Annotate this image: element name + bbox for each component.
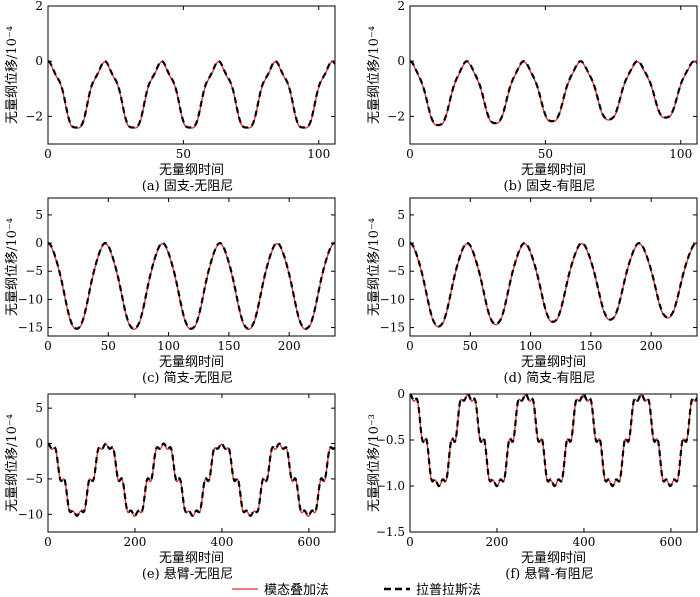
panel-caption: (b) 固支-有阻尼 <box>504 179 596 194</box>
y-tick-label: −2 <box>25 109 43 123</box>
x-tick-label: 0 <box>44 147 52 161</box>
y-axis-label: 无量纲位移/10⁻⁴ <box>5 414 20 512</box>
series-line-modal <box>48 61 335 129</box>
series-line-laplace <box>48 60 335 129</box>
x-tick-label: 400 <box>210 535 233 549</box>
legend: 模态叠加法 拉普拉斯法 <box>232 583 481 597</box>
x-tick-label: 200 <box>278 339 301 353</box>
series-line-modal <box>48 443 335 518</box>
x-axis-label: 无量纲时间 <box>159 355 224 370</box>
y-tick-label: 0 <box>35 236 43 250</box>
x-tick-label: 100 <box>307 147 330 161</box>
series-line-laplace <box>48 241 335 330</box>
y-tick-label: −10 <box>380 292 405 306</box>
y-tick-label: 2 <box>35 0 43 13</box>
plot-frame <box>47 393 336 533</box>
panel-caption: (d) 简支-有阻尼 <box>504 370 596 386</box>
y-tick-label: 0 <box>397 54 405 68</box>
series-line-laplace <box>410 60 697 127</box>
chart-panel-4: 0 50 100 150 20050−5−10−15无量纲时间无量纲位移/10⁻⁴(d)… <box>367 197 698 386</box>
chart-panel-2: 0 50 100 2 0 −2 无量纲时间 无量纲位移/10⁻⁴ (b) 固支-有阻尼 <box>367 0 698 194</box>
plot-frame <box>47 197 336 337</box>
y-tick-label: 0 <box>397 387 405 401</box>
chart-panel-1: 0 50 100 2 0 −2 无量纲时间 无量纲位移/10⁻⁴ (a) 固支-无阻尼 <box>5 0 336 194</box>
y-tick-label: 5 <box>35 208 43 222</box>
y-tick-label: −1.0 <box>376 479 405 493</box>
y-tick-label: −0.5 <box>376 433 405 447</box>
y-tick-label: 0 <box>397 236 405 250</box>
legend-modal-label: 模态叠加法 <box>264 583 329 597</box>
x-tick-label: 600 <box>297 535 320 549</box>
y-axis-label: 无量纲位移/10⁻⁴ <box>367 218 382 316</box>
plot-frame <box>409 393 698 533</box>
x-axis-label: 无量纲时间 <box>159 163 224 178</box>
legend-laplace-label: 拉普拉斯法 <box>416 583 481 597</box>
y-tick-label: 0 <box>35 437 43 451</box>
series-line-laplace <box>48 442 335 517</box>
x-tick-label: 50 <box>176 147 191 161</box>
y-tick-label: −5 <box>25 264 43 278</box>
x-tick-label: 400 <box>572 535 595 549</box>
x-tick-label: 150 <box>217 339 240 353</box>
plot-frame <box>409 5 698 145</box>
x-tick-label: 0 <box>406 339 414 353</box>
y-axis-label: 无量纲位移/10⁻⁴ <box>5 218 20 316</box>
y-tick-label: 5 <box>397 208 405 222</box>
y-tick-label: 5 <box>35 401 43 415</box>
x-axis-label: 无量纲时间 <box>521 163 586 178</box>
x-tick-label: 50 <box>101 339 116 353</box>
y-axis-label: 无量纲位移/10⁻⁴ <box>367 26 382 124</box>
chart-panel-6: 0 200 400 600 0 −0.5 −1.0 −1.5 无量纲时间 无量纲位移/10⁻³ (f… <box>367 387 698 582</box>
panel-caption: (f) 悬臂-有阻尼 <box>505 567 593 582</box>
x-axis-label: 无量纲时间 <box>521 355 586 370</box>
y-axis-label: 无量纲位移/10⁻⁴ <box>5 26 20 124</box>
x-tick-label: 200 <box>640 339 663 353</box>
chart-panel-5: 0 200 400 600 5 0 −5 −10 无量纲时间 无量纲位移/10⁻⁴ (e) 悬臂-无… <box>5 393 336 582</box>
y-tick-label: −5 <box>387 264 405 278</box>
x-tick-label: 50 <box>538 147 553 161</box>
plot-frame <box>409 197 698 337</box>
x-tick-label: 100 <box>669 147 692 161</box>
x-tick-label: 200 <box>124 535 147 549</box>
x-tick-label: 0 <box>406 147 414 161</box>
x-axis-label: 无量纲时间 <box>159 551 224 566</box>
y-tick-label: −10 <box>18 507 43 521</box>
series-line-laplace <box>410 241 697 328</box>
y-tick-label: 0 <box>35 54 43 68</box>
x-tick-label: 0 <box>406 535 414 549</box>
x-tick-label: 200 <box>486 535 509 549</box>
y-tick-label: −2 <box>387 109 405 123</box>
panel-caption: (e) 悬臂-无阻尼 <box>142 567 233 582</box>
x-tick-label: 150 <box>579 339 602 353</box>
x-tick-label: 0 <box>44 339 52 353</box>
x-axis-label: 无量纲时间 <box>521 551 586 566</box>
y-tick-label: −15 <box>18 321 43 335</box>
y-tick-label: −1.5 <box>376 525 405 539</box>
y-axis-label: 无量纲位移/10⁻³ <box>367 414 382 512</box>
plot-frame <box>47 5 336 145</box>
panel-caption: (a) 固支-无阻尼 <box>142 179 233 194</box>
x-tick-label: 100 <box>519 339 542 353</box>
x-tick-label: 0 <box>44 535 52 549</box>
y-tick-label: 2 <box>397 0 405 13</box>
y-tick-label: −5 <box>25 472 43 486</box>
x-tick-label: 100 <box>157 339 180 353</box>
panel-caption: (c) 简支-无阻尼 <box>142 370 233 386</box>
y-tick-label: −10 <box>18 292 43 306</box>
x-tick-label: 50 <box>463 339 478 353</box>
y-tick-label: −15 <box>380 321 405 335</box>
series-line-laplace <box>410 394 697 488</box>
x-tick-label: 600 <box>659 535 682 549</box>
chart-panel-3: 0 50 100 150 20050−5−10−15无量纲时间无量纲位移/10⁻⁴(c)… <box>5 197 336 386</box>
